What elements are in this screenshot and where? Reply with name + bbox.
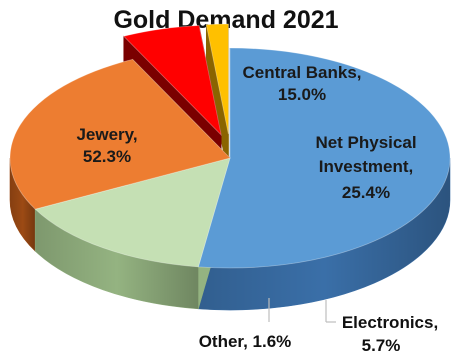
pie-tops <box>9 23 451 269</box>
slice-label-electronics-value: 5.7% <box>362 336 401 355</box>
pie-slice-other <box>205 23 229 135</box>
slice-label-other: Other, 1.6% <box>199 332 292 351</box>
pie-slice-side-shade-central-banks <box>35 209 199 309</box>
slice-label-central-banks-value: 15.0% <box>278 85 326 104</box>
pie-slice-jewery <box>197 47 451 269</box>
slice-label-jewery-value: 52.3% <box>83 147 131 166</box>
slice-label-electronics-name: Electronics, <box>342 313 438 332</box>
pie-slice-net-physical-investment <box>9 58 231 210</box>
slice-label-jewery-name: Jewery, <box>76 125 137 144</box>
slice-label-npi-value: 25.4% <box>342 183 390 202</box>
pie-slice-side-shade-net-physical-investment <box>10 158 36 252</box>
slice-label-npi-name-2: Investment, <box>319 157 413 176</box>
slice-label-npi-name-1: Net Physical <box>315 133 416 152</box>
pie-slice-central-banks <box>34 157 231 268</box>
pie-slice-side-shade-jewery <box>198 158 450 310</box>
pie-slice-electronics <box>122 25 222 137</box>
slice-label-central-banks-name: Central Banks, <box>242 63 361 82</box>
